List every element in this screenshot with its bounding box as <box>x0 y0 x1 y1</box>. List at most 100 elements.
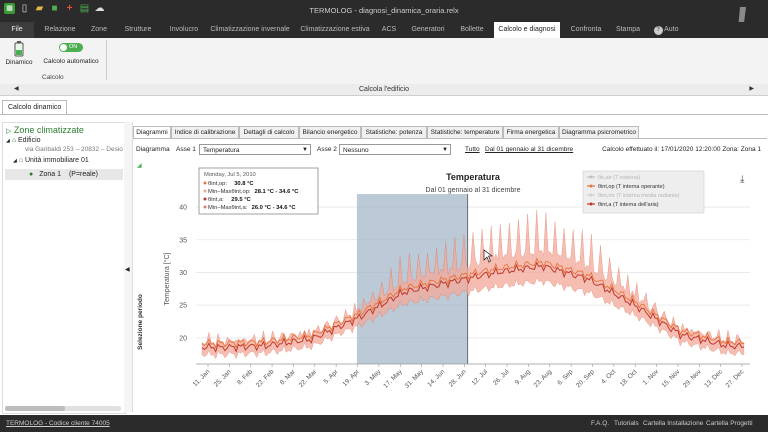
status-faq[interactable]: F.A.Q. <box>591 420 610 427</box>
status-cartella-progetti[interactable]: Cartella Progetti <box>706 420 753 427</box>
selezione-periodo-strip[interactable]: ◀ <box>124 122 133 412</box>
x-tick-label: 8. Feb <box>236 368 254 386</box>
tab-statistiche-temperature[interactable]: Statistiche: temperature <box>427 126 503 138</box>
tab-diagramma-psicrometrico[interactable]: Diagramma psicrometrico <box>559 126 639 138</box>
tree-building[interactable]: ◢ ⌂ Edificio <box>6 137 126 144</box>
x-tick-label: 18. Oct <box>619 368 639 388</box>
x-tick-label: 6. Sep <box>556 368 575 387</box>
building-address: via Garibaldi 253 – 20832 – Desio <box>25 146 123 153</box>
add-icon[interactable]: + <box>66 3 73 14</box>
download-icon[interactable]: ⤓ <box>740 174 745 185</box>
tooltip-marker <box>203 181 207 185</box>
tab-diagrammi[interactable]: Diagrammi <box>133 126 171 138</box>
tab-strutture[interactable]: Strutture <box>124 26 152 33</box>
subtab-line <box>133 138 767 139</box>
tab-relazione[interactable]: Relazione <box>44 26 76 33</box>
tab-generatori[interactable]: Generatori <box>411 26 445 33</box>
tab-dettagli-calcolo[interactable]: Dettagli di calcolo <box>239 126 299 138</box>
resize-grip-icon: ◢ <box>137 163 142 169</box>
asse1-value: Temperatura <box>203 147 240 154</box>
tooltip-label: θint,op: <box>208 181 227 187</box>
asse1-dropdown[interactable]: Temperatura ▼ <box>199 144 311 155</box>
collapse-icon[interactable]: ◢ <box>6 138 10 144</box>
temperature-chart[interactable]: Temperatura Dal 01 gennaio al 31 dicembre… <box>133 122 767 412</box>
toggle-switch[interactable]: ON <box>59 43 83 52</box>
collapse-icon[interactable]: ◢ <box>13 158 17 164</box>
x-tick-label: 15. Nov <box>661 368 682 389</box>
x-tick-label: 27. Dec <box>725 368 746 389</box>
calcola-edificio-bar[interactable]: ◀ Calcola l'edificio ▶ <box>0 84 768 96</box>
house-icon: ⌂ <box>11 137 17 144</box>
title-bar: ▦ ▯ ▰ ■ + ▤ ☁ TERMOLOG - diagnosi_dinami… <box>0 0 768 29</box>
tree-zone[interactable]: ● Zona 1 (P=reale) <box>5 169 123 180</box>
tooltip-value: 28.1 °C - 34.6 °C <box>255 189 300 195</box>
chart-legend[interactable] <box>582 170 705 214</box>
tab-involucro[interactable]: Involucro <box>169 26 199 33</box>
zone-tree-panel: ▷ Zone climatizzate ◢ ⌂ Edificio via Gar… <box>2 122 126 414</box>
x-tick-label: 11. Jan <box>192 368 212 388</box>
status-cartella-installazione[interactable]: Cartella Installazione <box>643 420 704 427</box>
window-title: TERMOLOG - diagnosi_dinamica_oraria.relx <box>309 6 459 15</box>
legend-entry: θint,mr (T interna media radiante) <box>598 193 680 199</box>
calcola-label: Calcola l'edificio <box>359 86 409 93</box>
tab-confronta[interactable]: Confronta <box>570 26 602 33</box>
tab-bollette[interactable]: Bollette <box>460 26 484 33</box>
tab-climatizzazione-invernale[interactable]: Climatizzazione invernale <box>210 26 290 33</box>
legend-marker <box>589 193 593 197</box>
open-folder-icon[interactable]: ▰ <box>35 3 44 14</box>
tree-unit[interactable]: ◢ ⌂ Unità immobiliare 01 <box>13 157 89 164</box>
asse2-dropdown[interactable]: Nessuno ▼ <box>339 144 451 155</box>
collapse-arrow-icon[interactable]: ◀ <box>125 267 130 273</box>
range-link[interactable]: Dal 01 gennaio al 31 dicembre <box>485 146 574 153</box>
diagram-toolbar: Diagramma Asse 1 Temperatura ▼ Asse 2 Ne… <box>133 143 767 157</box>
series-line-t-interna-aria <box>201 261 744 353</box>
tab-calcolo-dinamico[interactable]: Calcolo dinamico <box>2 100 68 115</box>
dinamico-button[interactable]: Dinamico <box>4 41 34 66</box>
x-tick-label: 1. Nov <box>642 368 661 387</box>
tab-climatizzazione-estiva[interactable]: Climatizzazione estiva <box>300 26 370 33</box>
tutto-link[interactable]: Tutto <box>465 146 480 153</box>
save-icon[interactable]: ■ <box>51 3 58 14</box>
expand-icon[interactable]: ▷ <box>6 128 12 135</box>
tab-statistiche-potenza[interactable]: Statistiche: potenza <box>361 126 427 138</box>
x-tick-label: 26. Jul <box>492 368 511 387</box>
x-tick-label: 12. Jul <box>471 368 490 387</box>
x-tick-label: 22. Feb <box>255 368 276 389</box>
calculator-icon[interactable]: ▤ <box>79 3 90 14</box>
status-tutorials[interactable]: Tutorials <box>614 420 639 427</box>
building-label: Edificio <box>18 137 41 144</box>
left-scrollbar-thumb[interactable] <box>5 406 65 411</box>
tab-indice-calibrazione[interactable]: Indice di calibrazione <box>171 126 239 138</box>
left-arrow-icon[interactable]: ◀ <box>14 86 19 92</box>
x-tick-label: 5. Apr <box>323 368 341 386</box>
client-code-link[interactable]: TERMOLOG - Codice cliente 74005 <box>6 420 110 427</box>
y-tick-label: 25 <box>179 303 187 310</box>
tab-stampa[interactable]: Stampa <box>615 26 641 33</box>
x-tick-label: 9. Aug <box>514 368 532 386</box>
tab-firma-energetica[interactable]: Firma energetica <box>503 126 559 138</box>
cloud-icon[interactable]: ☁ <box>94 3 105 14</box>
zone-dot-icon: ● <box>29 171 34 178</box>
tab-bilancio-energetico[interactable]: Bilancio energetico <box>299 126 361 138</box>
new-file-icon[interactable]: ▯ <box>21 3 28 14</box>
ribbon-group-divider <box>106 40 107 80</box>
tab-acs[interactable]: ACS <box>381 26 397 33</box>
toggle-state: ON <box>69 44 78 50</box>
left-scrollbar[interactable] <box>5 406 121 411</box>
tab-zone[interactable]: Zone <box>91 26 107 33</box>
right-arrow-icon[interactable]: ▶ <box>749 86 754 92</box>
tooltip-date: Monday, Jul 5, 2010 <box>204 172 256 178</box>
unit-label: Unità immobiliare 01 <box>25 157 89 164</box>
chevron-down-icon: ▼ <box>442 147 448 153</box>
chart-tooltip <box>198 167 319 215</box>
tab-calcolo-e-diagnosi[interactable]: Calcolo e diagnosi <box>494 22 560 38</box>
tooltip-marker <box>203 197 207 201</box>
help-auto-button[interactable]: ? Auto <box>648 22 684 38</box>
dinamico-label: Dinamico <box>5 59 33 66</box>
asse2-label: Asse 2 <box>317 146 337 153</box>
tab-file[interactable]: File <box>0 22 34 38</box>
legend-entry: θe,air (T esterna) <box>598 175 640 181</box>
calcolo-automatico-label: Calcolo automatico <box>43 58 99 65</box>
calcolo-automatico-toggle[interactable]: ON Calcolo automatico <box>40 43 102 65</box>
x-tick-label: 22. Mar <box>298 368 319 389</box>
